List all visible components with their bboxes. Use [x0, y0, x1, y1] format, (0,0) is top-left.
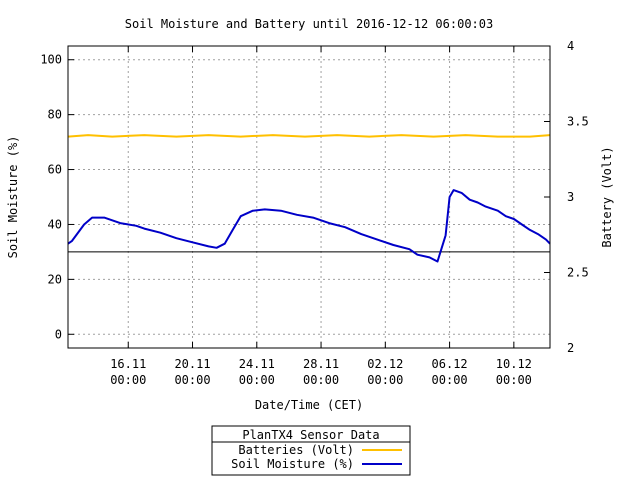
x-tick-label-date: 24.11 — [239, 357, 275, 371]
plot-area-frame — [67, 45, 551, 349]
y2-tick-label: 2.5 — [567, 266, 589, 280]
y-tick-label: 100 — [40, 53, 62, 67]
legend-label-battery: Batteries (Volt) — [238, 443, 354, 457]
x-axis-label: Date/Time (CET) — [255, 398, 363, 412]
series-line-soil-moisture — [67, 189, 551, 263]
legend-entries: Batteries (Volt)Soil Moisture (%) — [231, 443, 402, 471]
legend-title: PlanTX4 Sensor Data — [242, 428, 379, 442]
x-tick-label-date: 10.12 — [496, 357, 532, 371]
x-tick-label-time: 00:00 — [303, 373, 339, 387]
y-tick-label: 40 — [48, 217, 62, 231]
y-tick-label: 20 — [48, 272, 62, 286]
grid-lines — [68, 46, 550, 348]
axis-ticks: 0 20 40 60 80 100 2 2.5 3 3.5 4 16.11 00:00 20.11 00:0… — [40, 39, 588, 387]
legend-label-soil-moisture: Soil Moisture (%) — [231, 457, 354, 471]
chart-title: Soil Moisture and Battery until 2016-12-… — [125, 17, 493, 31]
y-tick-label: 0 — [55, 327, 62, 341]
x-tick-label-time: 00:00 — [110, 373, 146, 387]
y-tick-label: 60 — [48, 163, 62, 177]
y-tick-label: 80 — [48, 108, 62, 122]
x-tick-label-time: 00:00 — [367, 373, 403, 387]
x-tick-label-time: 00:00 — [174, 373, 210, 387]
y2-tick-label: 3 — [567, 190, 574, 204]
y2-tick-label: 3.5 — [567, 115, 589, 129]
x-tick-label-time: 00:00 — [432, 373, 468, 387]
x-tick-label-date: 28.11 — [303, 357, 339, 371]
x-tick-label-date: 06.12 — [432, 357, 468, 371]
y2-axis-label: Battery (Volt) — [600, 146, 614, 247]
series-line-battery — [67, 134, 551, 138]
y-axis-label: Soil Moisture (%) — [6, 136, 20, 259]
x-tick-label-date: 20.11 — [174, 357, 210, 371]
series-lines — [67, 134, 551, 263]
x-tick-label-date: 02.12 — [367, 357, 403, 371]
x-tick-label-time: 00:00 — [239, 373, 275, 387]
y2-tick-label: 2 — [567, 341, 574, 355]
legend: PlanTX4 Sensor Data Batteries (Volt)Soil… — [211, 425, 411, 476]
x-tick-label-time: 00:00 — [496, 373, 532, 387]
y2-tick-label: 4 — [567, 39, 574, 53]
x-tick-label-date: 16.11 — [110, 357, 146, 371]
